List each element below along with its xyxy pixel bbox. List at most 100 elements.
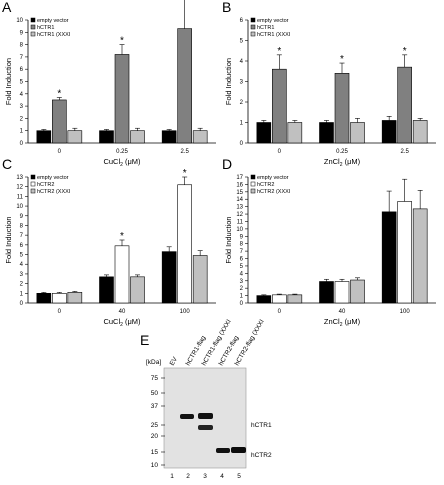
legend-label: empty vector [257, 175, 289, 181]
y-tick-label: 5 [20, 253, 24, 259]
blot-band [198, 425, 213, 430]
y-tick-label: 6 [20, 67, 24, 73]
blot-marker: 15 [151, 449, 159, 456]
blot-lane-header: hCTR2-flag (XXXI [234, 318, 266, 367]
panel-label-b: B [222, 0, 231, 15]
legend-label: hCTR2 (XXXI [37, 189, 71, 195]
bar [130, 130, 145, 144]
legend-swatch [30, 17, 36, 23]
bar [381, 211, 397, 304]
blot-marker: 75 [151, 375, 159, 382]
bar [36, 293, 52, 304]
y-tick-label: 14 [236, 197, 243, 203]
y-tick-label: 16 [236, 182, 243, 188]
y-tick-label: 10 [236, 227, 243, 233]
x-axis-label: CuCl2 (μM) [103, 317, 141, 328]
y-tick-label: 0 [20, 301, 24, 307]
bar [272, 68, 287, 144]
y-tick-label: 2 [240, 286, 244, 292]
bar [287, 294, 303, 304]
y-tick-label: 7 [20, 233, 24, 239]
y-tick-label: 2 [20, 116, 24, 122]
y-tick-label: 2 [240, 100, 244, 106]
bar [272, 294, 287, 304]
y-tick-label: 12 [16, 185, 23, 191]
y-tick-label: 17 [236, 175, 243, 181]
blot-band [180, 414, 194, 419]
significance-star: * [183, 168, 187, 179]
y-tick-label: 4 [240, 59, 244, 65]
bar [67, 130, 83, 144]
y-tick-label: 5 [240, 39, 244, 45]
legend-label: hCTR2 (XXXI [257, 189, 291, 195]
y-tick-label: 1 [240, 121, 244, 127]
significance-star: * [340, 54, 344, 65]
y-tick-label: 13 [16, 175, 23, 181]
x-tick-label: 40 [339, 309, 346, 315]
y-tick-label: 8 [20, 223, 24, 229]
legend-label: hCTR1 (XXXI [257, 32, 291, 38]
legend-label: hCTR2 [37, 182, 54, 188]
significance-star: * [277, 46, 281, 57]
blot-lane-number: 5 [237, 473, 241, 480]
legend-swatch [250, 24, 256, 30]
y-tick-label: 12 [236, 212, 243, 218]
panel-label-d: D [222, 156, 232, 172]
blot-lane-number: 1 [170, 473, 174, 480]
bar [99, 130, 114, 144]
bar [99, 276, 114, 304]
x-tick-label: 0 [58, 149, 62, 155]
y-tick-label: 5 [240, 264, 244, 270]
legend-label: hCTR1 [257, 25, 274, 31]
chart-panel-b: 0 1 2 3 4 5 6 Fold Induction * 0 * 0.25 * 2.5 ZnCl2 (μ… [224, 17, 436, 168]
legend-swatch [30, 174, 36, 180]
legend-swatch [250, 174, 256, 180]
bar [334, 281, 350, 304]
y-tick-label: 6 [240, 18, 244, 24]
x-tick-label: 40 [119, 309, 126, 315]
y-tick-label: 11 [237, 219, 244, 225]
blot-lane-number: 4 [220, 473, 224, 480]
blot-marker: 20 [151, 433, 159, 440]
x-tick-label: 0 [278, 149, 282, 155]
bar [381, 120, 397, 144]
blot-marker: 10 [151, 462, 159, 469]
legend-label: empty vector [257, 18, 289, 24]
panel-label-c: C [2, 156, 12, 172]
y-tick-label: 1 [240, 294, 244, 300]
y-tick-label: 15 [236, 190, 243, 196]
y-tick-label: 3 [240, 80, 244, 86]
bar [397, 66, 412, 144]
bar [114, 245, 130, 304]
panel-label-e: E [140, 332, 149, 348]
y-tick-label: 9 [20, 214, 24, 220]
blot-band [198, 413, 213, 419]
blot-band-label-hctr1: hCTR1 [251, 422, 272, 429]
bar [256, 122, 272, 144]
panel-label-a: A [2, 0, 12, 15]
y-tick-label: 1 [20, 129, 24, 135]
x-tick-label: 0.25 [336, 149, 348, 155]
legend-swatch [250, 17, 256, 23]
y-tick-label: 10 [16, 204, 23, 210]
legend-swatch [30, 188, 36, 194]
y-tick-label: 4 [20, 262, 24, 268]
y-tick-label: 9 [20, 30, 24, 36]
significance-star: * [120, 36, 124, 47]
y-tick-label: 9 [240, 234, 244, 240]
y-tick-label: 11 [17, 194, 24, 200]
legend-label: hCTR2 [257, 182, 274, 188]
x-tick-label: 0 [278, 309, 282, 315]
y-axis-label: Fold Induction [4, 216, 13, 263]
blot-band [216, 448, 230, 453]
significance-star: * [403, 46, 407, 57]
bar [114, 54, 130, 144]
x-tick-label: 0 [58, 309, 62, 315]
bar [256, 295, 272, 304]
blot-band [231, 447, 246, 453]
y-tick-label: 13 [236, 205, 243, 211]
y-tick-label: 8 [240, 242, 244, 248]
x-axis-label: ZnCl2 (μM) [324, 157, 361, 168]
